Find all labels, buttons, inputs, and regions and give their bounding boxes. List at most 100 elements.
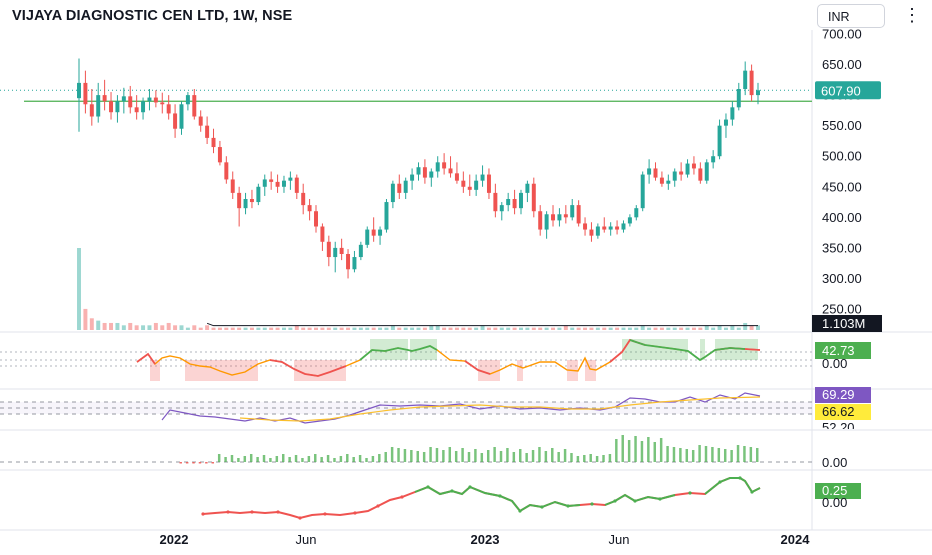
candle-body bbox=[602, 226, 607, 230]
candle-body bbox=[77, 82, 81, 99]
candle-body bbox=[615, 226, 620, 230]
volume-bar bbox=[390, 325, 395, 330]
osc2-badge bbox=[815, 483, 861, 499]
hist-bar bbox=[358, 455, 362, 462]
volume-bar bbox=[506, 327, 511, 330]
hist-bar bbox=[704, 446, 708, 462]
volume-bar bbox=[294, 325, 299, 330]
osc1-bear-zone bbox=[185, 360, 258, 381]
volume-bar bbox=[685, 327, 690, 330]
candle-body bbox=[640, 174, 645, 209]
volume-bar bbox=[454, 327, 459, 330]
more-menu-icon[interactable]: ⋮ bbox=[903, 5, 921, 25]
candle-body bbox=[198, 116, 203, 126]
candle-body bbox=[173, 113, 178, 129]
candle-body bbox=[153, 97, 158, 103]
candle-body bbox=[717, 125, 722, 157]
hist-bar bbox=[647, 437, 650, 462]
candle-body bbox=[634, 208, 639, 218]
hist-bar bbox=[672, 447, 676, 462]
hist-bar bbox=[378, 454, 381, 462]
candle-body bbox=[96, 95, 101, 117]
volume-bar bbox=[621, 327, 626, 330]
hist-bar bbox=[371, 456, 375, 462]
volume-bar bbox=[179, 325, 184, 330]
candle-body bbox=[666, 180, 671, 184]
hist-bar bbox=[339, 456, 343, 462]
volume-bar bbox=[486, 327, 491, 330]
volume-bar bbox=[615, 327, 620, 330]
hist-bar bbox=[711, 447, 714, 462]
candle-body bbox=[109, 101, 114, 113]
hist-bar bbox=[583, 455, 586, 462]
volume-bar bbox=[160, 325, 165, 330]
candle-body bbox=[679, 171, 684, 175]
candle-body bbox=[384, 202, 389, 230]
hist-bar bbox=[730, 450, 733, 462]
hist-bar bbox=[743, 446, 746, 462]
candle-body bbox=[685, 163, 690, 175]
hist-bar bbox=[756, 448, 759, 462]
candle-body bbox=[499, 205, 504, 212]
hist-bar bbox=[640, 441, 644, 462]
hist-bar bbox=[422, 452, 426, 462]
currency-button[interactable]: INR bbox=[817, 4, 885, 28]
candle-body bbox=[314, 211, 318, 227]
hist-bar bbox=[217, 454, 221, 462]
hist-bar bbox=[429, 447, 432, 462]
hist-bar bbox=[551, 448, 554, 462]
price-tick-label: 650.00 bbox=[822, 57, 862, 72]
volume-bar bbox=[435, 325, 440, 330]
hist-bar bbox=[685, 449, 689, 462]
time-axis-label: Jun bbox=[609, 532, 630, 547]
hist-bar bbox=[512, 452, 516, 462]
candle-body bbox=[249, 199, 254, 203]
rsi-partial-tick: 52.20 bbox=[822, 420, 855, 435]
candle-body bbox=[583, 223, 588, 230]
volume-bar bbox=[89, 318, 94, 330]
volume-bar bbox=[551, 327, 556, 330]
volume-bar bbox=[378, 327, 383, 330]
candle-body bbox=[288, 177, 293, 181]
volume-bar bbox=[512, 327, 517, 330]
volume-bar bbox=[166, 322, 171, 330]
osc1-bull-zone bbox=[622, 339, 688, 360]
hist-bar bbox=[653, 442, 656, 462]
hist-bar bbox=[486, 450, 490, 462]
hist-bar bbox=[531, 450, 535, 462]
osc1-red-segment bbox=[464, 360, 491, 375]
volume-bar bbox=[185, 327, 190, 330]
osc1-value-label: 42.73 bbox=[822, 343, 855, 358]
candle-body bbox=[563, 214, 568, 218]
volume-bar bbox=[262, 327, 267, 330]
hist-bar bbox=[326, 455, 330, 462]
osc1-bear-zone bbox=[517, 360, 523, 381]
volume-bar bbox=[461, 327, 466, 330]
price-tick-label: 550.00 bbox=[822, 118, 862, 133]
volume-bar bbox=[115, 322, 120, 330]
osc2-point bbox=[201, 512, 205, 516]
rsi-line bbox=[161, 392, 761, 424]
osc2-point bbox=[400, 495, 404, 499]
hist-bar bbox=[493, 447, 496, 462]
candle-body bbox=[205, 125, 210, 138]
hist-bar bbox=[563, 449, 567, 462]
rsi-badge bbox=[815, 387, 871, 403]
candle-body bbox=[192, 95, 197, 117]
hist-bar bbox=[333, 458, 336, 462]
osc2-point bbox=[540, 505, 544, 509]
candle-body bbox=[647, 168, 652, 175]
candle-body bbox=[269, 179, 274, 182]
hist-bar bbox=[461, 448, 464, 462]
osc1-bull-zone bbox=[700, 339, 705, 360]
hist-bar bbox=[691, 450, 695, 462]
osc2-point bbox=[688, 491, 692, 495]
candle-body bbox=[422, 167, 427, 178]
candle-body bbox=[595, 226, 600, 236]
hist-bar bbox=[288, 457, 291, 462]
hist-bar bbox=[281, 454, 285, 462]
candle-body bbox=[307, 205, 312, 212]
price-tick-label: 700.00 bbox=[822, 27, 862, 42]
chart-title: VIJAYA DIAGNOSTIC CEN LTD, 1W, NSE bbox=[12, 8, 293, 24]
